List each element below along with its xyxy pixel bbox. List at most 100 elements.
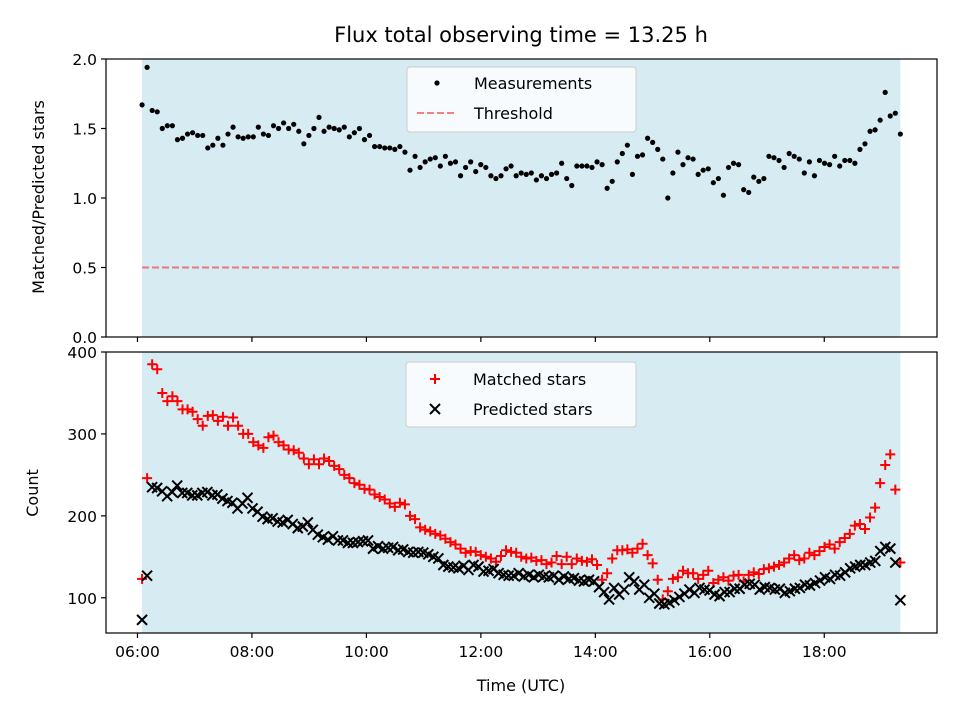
measurement-point bbox=[761, 175, 767, 182]
measurement-point bbox=[690, 156, 696, 162]
matched-star-point bbox=[556, 559, 567, 570]
matched-star-point bbox=[667, 573, 678, 584]
matched-star-point bbox=[263, 432, 274, 443]
measurement-point bbox=[331, 125, 337, 132]
predicted-star-point bbox=[186, 489, 198, 502]
measurement-point bbox=[220, 142, 226, 148]
measurement-point bbox=[543, 175, 550, 182]
measurement-point bbox=[634, 153, 641, 159]
matched-star-point bbox=[228, 412, 239, 423]
measurement-point bbox=[720, 192, 727, 198]
measurement-point bbox=[594, 159, 600, 165]
matched-star-point bbox=[890, 484, 901, 495]
measurement-point bbox=[548, 171, 555, 177]
measurement-point bbox=[665, 195, 671, 201]
matched-star-point bbox=[652, 574, 663, 585]
matched-star-point bbox=[293, 447, 304, 458]
matched-star-point bbox=[298, 453, 309, 464]
matched-star-point bbox=[329, 460, 340, 471]
bottom-axes-frame bbox=[105, 351, 938, 634]
measurement-point bbox=[255, 124, 261, 130]
measurement-point bbox=[215, 135, 221, 141]
matched-star-point bbox=[460, 547, 471, 558]
predicted-star-point bbox=[512, 567, 525, 579]
measurement-point bbox=[887, 113, 893, 119]
measurement-point bbox=[538, 173, 545, 179]
matched-star-point bbox=[718, 572, 729, 583]
matched-star-point bbox=[814, 546, 825, 557]
predicted-star-point bbox=[668, 594, 681, 606]
matched-star-point bbox=[607, 553, 618, 564]
measurement-point bbox=[265, 132, 272, 139]
measurement-point bbox=[832, 153, 838, 159]
legend-top: Measurements Threshold bbox=[406, 66, 637, 133]
matched-star-point bbox=[445, 537, 456, 548]
matched-star-point bbox=[511, 547, 522, 558]
matched-star-point bbox=[693, 573, 704, 584]
measurement-point bbox=[882, 89, 888, 95]
matched-star-point bbox=[435, 530, 446, 541]
measurement-point bbox=[700, 167, 706, 173]
measurement-point bbox=[771, 155, 777, 161]
measurement-point bbox=[786, 150, 792, 157]
predicted-star-point bbox=[553, 574, 565, 586]
measurement-point bbox=[488, 173, 494, 179]
predicted-star-point bbox=[889, 556, 902, 569]
matched-star-point bbox=[440, 533, 451, 544]
matched-star-point bbox=[162, 396, 173, 407]
measurement-point bbox=[235, 134, 241, 140]
measurement-point bbox=[796, 156, 802, 162]
measurement-point bbox=[877, 117, 883, 123]
legend-predicted-marker bbox=[429, 403, 441, 415]
matched-star-point bbox=[799, 553, 810, 564]
measurement-point bbox=[811, 173, 818, 179]
measurement-point bbox=[523, 171, 529, 177]
matched-star-point bbox=[794, 555, 805, 566]
measurement-point bbox=[245, 134, 251, 140]
matched-star-point bbox=[450, 539, 461, 550]
legend-threshold-label: Threshold bbox=[473, 104, 553, 123]
measurement-point bbox=[372, 143, 378, 150]
measurement-point bbox=[498, 173, 504, 179]
matched-star-point bbox=[779, 557, 790, 568]
measurement-point bbox=[518, 170, 524, 176]
matched-star-point bbox=[834, 537, 845, 548]
top-y-tick-label: 0.5 bbox=[72, 260, 97, 278]
measurement-point bbox=[614, 159, 620, 165]
matched-star-point bbox=[349, 478, 360, 489]
measurement-point bbox=[644, 135, 651, 141]
matched-star-point bbox=[592, 560, 603, 571]
measurement-point bbox=[483, 164, 489, 171]
legend-bottom: Matched stars Predicted stars bbox=[405, 361, 637, 428]
x-tick-label: 06:00 bbox=[115, 643, 160, 661]
measurement-point bbox=[710, 180, 716, 186]
matched-star-point bbox=[662, 586, 673, 597]
matched-star-point bbox=[490, 556, 501, 567]
measurement-point bbox=[164, 123, 170, 129]
x-axis-label: Time (UTC) bbox=[476, 676, 565, 695]
matched-star-point bbox=[217, 411, 228, 422]
legend-bottom-frame bbox=[405, 361, 637, 428]
matched-star-point bbox=[222, 420, 233, 431]
measurement-point bbox=[184, 131, 191, 137]
predicted-star-point bbox=[432, 552, 445, 565]
measurement-point bbox=[660, 156, 666, 162]
measurement-point bbox=[746, 189, 752, 196]
matched-star-point bbox=[870, 502, 881, 513]
measurement-point bbox=[604, 185, 610, 191]
measurement-point bbox=[286, 125, 292, 132]
measurement-point bbox=[513, 173, 519, 179]
measurement-point bbox=[205, 145, 211, 151]
measurement-point bbox=[751, 174, 757, 180]
matched-star-point bbox=[723, 575, 734, 586]
measurement-point bbox=[321, 128, 327, 134]
predicted-star-point bbox=[618, 583, 630, 596]
matched-star-point bbox=[187, 406, 198, 417]
x-tick-label: 16:00 bbox=[687, 643, 732, 661]
measurement-point bbox=[210, 142, 216, 148]
measurement-point bbox=[356, 125, 363, 132]
measurement-point bbox=[801, 170, 807, 176]
measurement-point bbox=[821, 160, 828, 166]
matched-star-point bbox=[334, 464, 345, 475]
